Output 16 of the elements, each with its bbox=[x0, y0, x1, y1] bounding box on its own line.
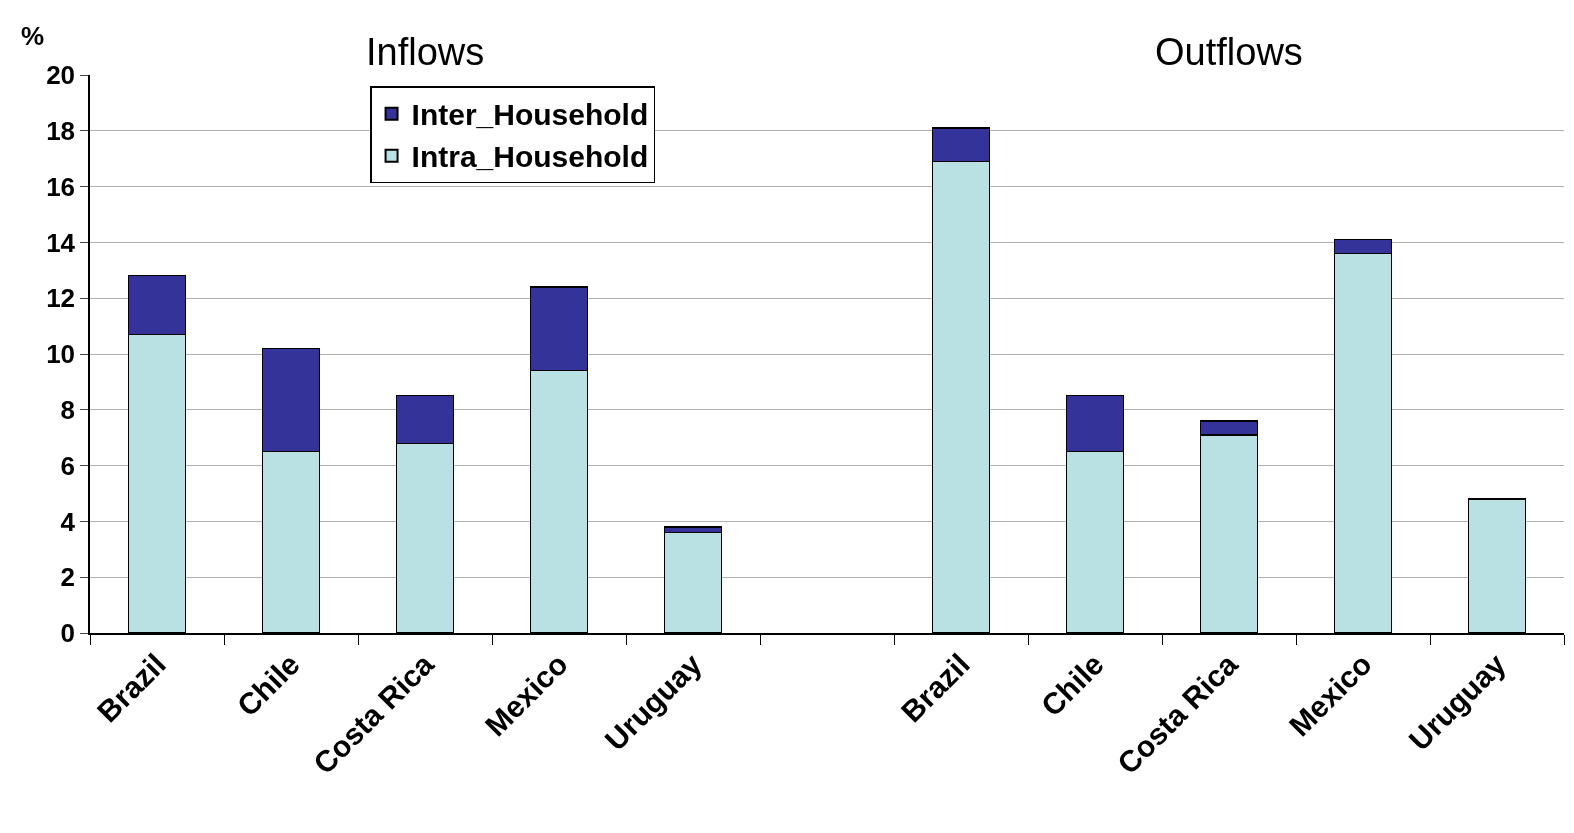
text: Inflows bbox=[366, 31, 485, 73]
y-tick-label: 16 bbox=[46, 171, 76, 202]
y-tick-label: 12 bbox=[46, 283, 76, 314]
legend-label: Inter_Household bbox=[411, 98, 649, 132]
y-axis-title: % bbox=[21, 21, 45, 51]
y-tick-label: 20 bbox=[46, 60, 76, 91]
y-tick-label: 10 bbox=[46, 339, 76, 370]
y-tick-label: 2 bbox=[60, 562, 76, 593]
y-tick-label: 8 bbox=[60, 394, 76, 425]
legend-label: Intra_Household bbox=[411, 140, 649, 174]
y-tick-label: 4 bbox=[60, 506, 76, 537]
text: Outflows bbox=[1155, 31, 1303, 73]
y-tick-label: 18 bbox=[46, 115, 76, 146]
y-tick-label: 0 bbox=[60, 618, 76, 649]
y-tick-label: 6 bbox=[60, 450, 76, 481]
y-tick-label: 14 bbox=[46, 227, 76, 258]
